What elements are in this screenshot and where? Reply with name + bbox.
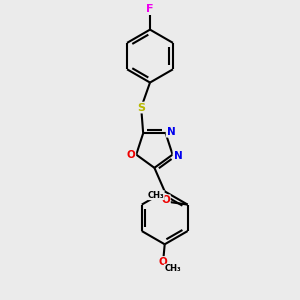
Text: CH₃: CH₃ [164, 264, 181, 273]
Text: O: O [159, 257, 168, 267]
Text: F: F [146, 4, 154, 14]
Text: O: O [127, 150, 135, 160]
Text: N: N [173, 151, 182, 161]
Text: CH₃: CH₃ [148, 191, 164, 200]
Text: S: S [137, 103, 145, 112]
Text: O: O [161, 195, 170, 205]
Text: N: N [167, 127, 175, 137]
